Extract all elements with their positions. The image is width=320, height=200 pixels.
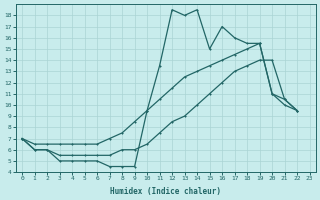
X-axis label: Humidex (Indice chaleur): Humidex (Indice chaleur): [110, 187, 221, 196]
